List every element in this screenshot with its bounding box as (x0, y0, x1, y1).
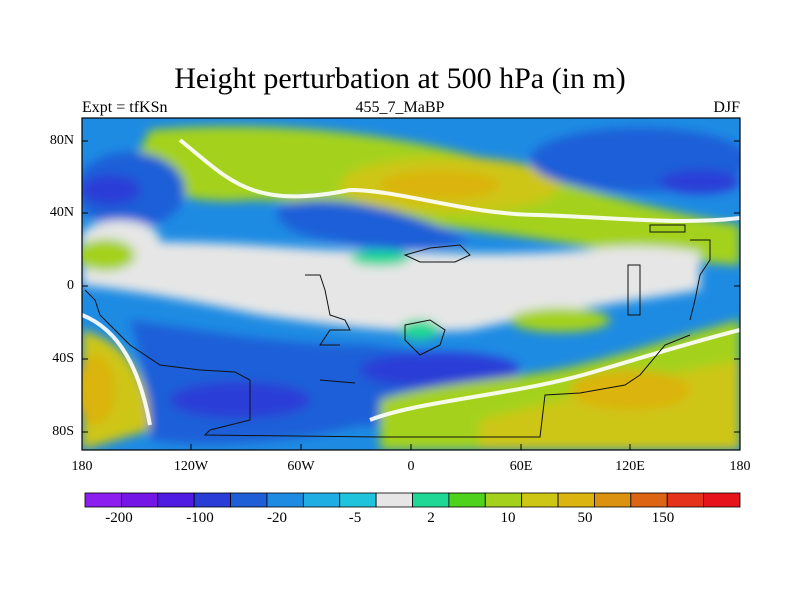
positive-peak-north (380, 171, 500, 199)
colorbar-box (703, 492, 741, 508)
colorbar-label: 150 (651, 510, 675, 526)
axis-ticks (82, 140, 740, 450)
negative-core-south-east (360, 352, 520, 388)
lon-label-180w: 180 (71, 459, 93, 474)
colorbar-box (521, 492, 559, 508)
colorbar-box (266, 492, 304, 508)
positive-core-sw (82, 355, 115, 425)
colorbar-label: 50 (577, 510, 593, 526)
experiment-label: Expt = tfKSn (82, 99, 168, 116)
zero-contour-se (369, 328, 740, 422)
colorbar-label: -5 (348, 510, 362, 526)
positive-cell-west (82, 239, 135, 271)
colorbar-box (666, 492, 705, 508)
positive-peak-se (570, 370, 690, 410)
lon-label-180e: 180 (729, 459, 751, 474)
coast-mediterranean (403, 244, 471, 263)
negative-core-northeast (660, 170, 740, 194)
season-label: DJF (713, 99, 740, 116)
run-label: 455_7_MaBP (355, 99, 445, 116)
colorbar-box (484, 492, 523, 508)
lat-label-0: 0 (67, 278, 74, 293)
lat-label-80s: 80S (52, 424, 74, 439)
colorbar-box (448, 492, 486, 508)
colorbar-label: -20 (267, 510, 287, 526)
lon-label-120e: 120E (615, 459, 645, 474)
colorbar-box (339, 492, 377, 508)
lon-label-120w: 120W (173, 459, 209, 474)
positive-patch-africa (510, 308, 610, 332)
coast-south (84, 289, 691, 438)
negative-core-south (170, 382, 310, 418)
colorbar-label: 2 (427, 510, 435, 526)
small-positive-patch-equator (350, 250, 410, 266)
colorbar (84, 492, 741, 508)
colorbar-box (193, 492, 231, 508)
zero-contour-sw (82, 313, 152, 426)
coast-antarctic-fragment (319, 379, 356, 384)
colorbar-box (84, 492, 122, 508)
colorbar-box (375, 492, 413, 508)
lat-label-40n: 40N (49, 205, 74, 220)
height-field (82, 118, 740, 450)
lon-label-60e: 60E (509, 459, 533, 474)
colorbar-box (630, 492, 668, 508)
plot-title: Height perturbation at 500 hPa (in m) (174, 62, 626, 95)
colorbar-box (594, 492, 632, 508)
colorbar-box (302, 492, 341, 508)
colorbar-box (157, 492, 195, 508)
coastlines (84, 224, 711, 438)
colorbar-label: 10 (500, 510, 516, 526)
lat-label-40s: 40S (52, 351, 74, 366)
lon-label-60w: 60W (287, 459, 315, 474)
negative-band-central (277, 200, 470, 250)
colorbar-box (557, 492, 595, 508)
lat-label-80n: 80N (49, 133, 74, 148)
colorbar-box (120, 492, 159, 508)
colorbar-box (230, 492, 268, 508)
colorbar-box (412, 492, 450, 508)
coast-south-america (305, 274, 351, 346)
coast-asia-peninsula (627, 264, 641, 316)
lon-label-0: 0 (407, 459, 415, 474)
colorbar-label: -100 (186, 510, 214, 526)
negative-core-northwest (82, 175, 140, 205)
positive-patch-atlantic (400, 320, 440, 340)
zero-contour-north (178, 138, 740, 223)
coast-pacific-rim (689, 239, 711, 321)
coast-east-asia (649, 224, 686, 233)
coast-africa (404, 319, 446, 356)
colorbar-label: -200 (105, 510, 133, 526)
